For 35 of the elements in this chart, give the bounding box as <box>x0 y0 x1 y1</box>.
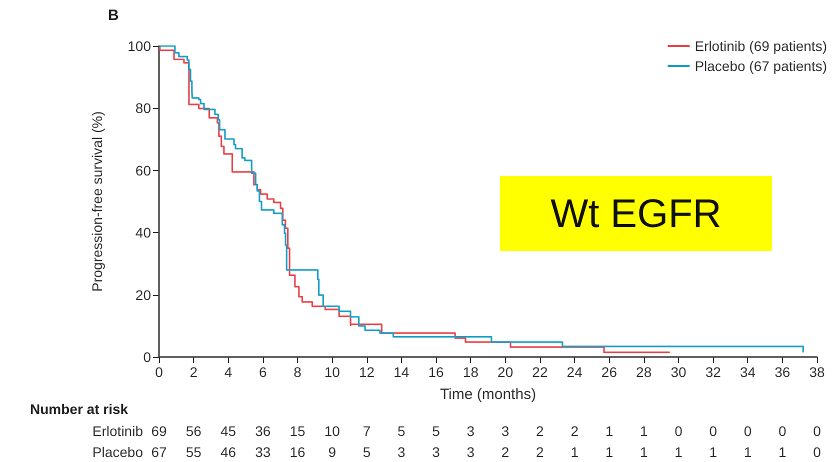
x-tick-label: 28 <box>636 364 652 380</box>
x-tick-label: 4 <box>224 364 232 380</box>
x-tick-label: 14 <box>394 364 410 380</box>
x-tick-label: 36 <box>774 364 790 380</box>
legend-label: Placebo (67 patients) <box>694 58 828 74</box>
x-tick-label: 24 <box>566 364 583 380</box>
x-tick-label: 26 <box>601 364 618 380</box>
x-tick-label: 18 <box>462 364 479 380</box>
x-tick-label: 32 <box>705 364 722 380</box>
y-tick-label: 0 <box>143 349 152 365</box>
text: B <box>108 7 119 24</box>
y-tick-label: 20 <box>135 286 152 303</box>
text: Number at risk <box>30 401 128 417</box>
x-tick-label: 10 <box>324 364 340 380</box>
y-tick-label: 100 <box>128 38 152 54</box>
text: Placebo 67 55 46 33 16 9 5 3 3 3 2 2 1 1 1 1 1 1 1 0 <box>92 444 821 460</box>
x-tick-label: 22 <box>532 364 548 380</box>
x-tick-label: 16 <box>428 364 444 380</box>
y-tick-label: 40 <box>135 224 152 241</box>
x-tick-label: 20 <box>498 364 514 380</box>
x-tick-label: 12 <box>359 364 375 380</box>
x-tick-label: 38 <box>809 364 825 380</box>
x-axis-title: Time (months) <box>440 386 536 403</box>
annotation: Wt EGFR <box>550 192 722 236</box>
x-tick-label: 2 <box>190 364 198 380</box>
x-tick-label: 8 <box>294 364 302 380</box>
x-tick-label: 0 <box>155 364 164 380</box>
y-tick-label: 60 <box>135 162 152 178</box>
legend-label: Erlotinib (69 patients) <box>694 38 827 54</box>
x-tick-label: 6 <box>258 364 267 380</box>
y-tick-label: 80 <box>135 100 152 116</box>
x-tick-label: 30 <box>670 364 686 380</box>
x-tick-label: 34 <box>740 364 756 380</box>
text: Erlotinib 69 56 45 36 15 10 7 5 5 3 3 2 2 1 1 0 0 0 0 0 <box>92 423 821 439</box>
y-axis-title: Progression-free survival (%) <box>89 111 105 292</box>
